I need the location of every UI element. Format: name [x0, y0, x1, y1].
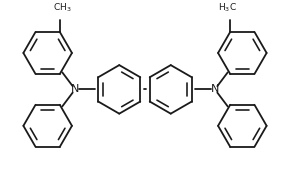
Text: N: N [211, 84, 219, 94]
Text: H$_3$C: H$_3$C [218, 2, 237, 14]
Text: CH$_3$: CH$_3$ [53, 2, 72, 14]
Text: N: N [71, 84, 79, 94]
